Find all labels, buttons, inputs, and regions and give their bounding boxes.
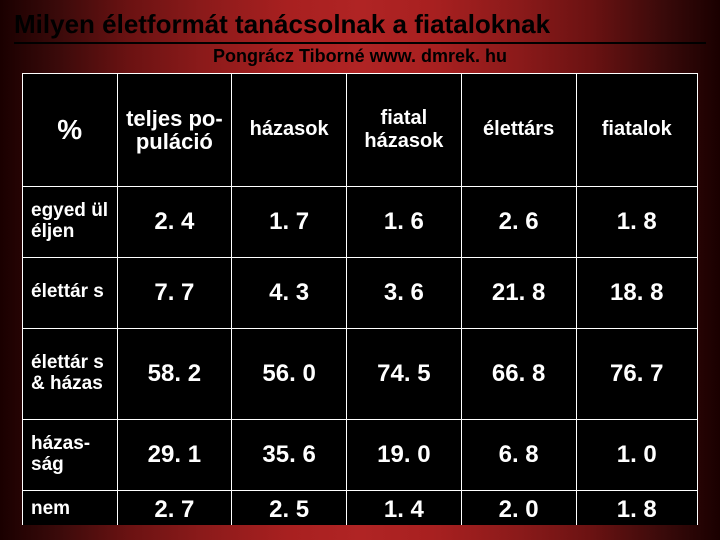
cell: 29. 1 (117, 419, 232, 490)
slide-title: Milyen életformát tanácsolnak a fiatalok… (0, 0, 720, 40)
slide-subtitle: Pongrácz Tiborné www. dmrek. hu (0, 44, 720, 73)
cell: 1. 4 (347, 490, 462, 525)
row-label: nem (23, 490, 118, 525)
col-header-elettars: élettárs (461, 73, 576, 186)
cell: 2. 7 (117, 490, 232, 525)
col-header-fiatal-hazasok: fiatal házasok (347, 73, 462, 186)
cell: 1. 8 (576, 490, 698, 525)
cell: 21. 8 (461, 257, 576, 328)
cell: 1. 8 (576, 186, 698, 257)
cell: 2. 5 (232, 490, 347, 525)
cell: 6. 8 (461, 419, 576, 490)
table-row: házas-ság 29. 1 35. 6 19. 0 6. 8 1. 0 (23, 419, 698, 490)
cell: 18. 8 (576, 257, 698, 328)
table-row: élettár s 7. 7 4. 3 3. 6 21. 8 18. 8 (23, 257, 698, 328)
cell: 1. 7 (232, 186, 347, 257)
row-label: egyed ül éljen (23, 186, 118, 257)
table-container: % teljes po-puláció házasok fiatal házas… (0, 73, 720, 525)
row-label: élettár s & házas (23, 328, 118, 419)
table-row: egyed ül éljen 2. 4 1. 7 1. 6 2. 6 1. 8 (23, 186, 698, 257)
cell: 3. 6 (347, 257, 462, 328)
data-table: % teljes po-puláció házasok fiatal házas… (22, 73, 698, 525)
col-header-percent: % (23, 73, 118, 186)
row-label: élettár s (23, 257, 118, 328)
cell: 76. 7 (576, 328, 698, 419)
cell: 7. 7 (117, 257, 232, 328)
row-label: házas-ság (23, 419, 118, 490)
cell: 56. 0 (232, 328, 347, 419)
slide: Milyen életformát tanácsolnak a fiatalok… (0, 0, 720, 540)
col-header-fiatalok: fiatalok (576, 73, 698, 186)
cell: 2. 0 (461, 490, 576, 525)
cell: 2. 4 (117, 186, 232, 257)
table-row: nem 2. 7 2. 5 1. 4 2. 0 1. 8 (23, 490, 698, 525)
table-header-row: % teljes po-puláció házasok fiatal házas… (23, 73, 698, 186)
cell: 66. 8 (461, 328, 576, 419)
cell: 35. 6 (232, 419, 347, 490)
cell: 4. 3 (232, 257, 347, 328)
cell: 74. 5 (347, 328, 462, 419)
col-header-teljes: teljes po-puláció (117, 73, 232, 186)
cell: 1. 6 (347, 186, 462, 257)
table-row: élettár s & házas 58. 2 56. 0 74. 5 66. … (23, 328, 698, 419)
col-header-hazasok: házasok (232, 73, 347, 186)
cell: 2. 6 (461, 186, 576, 257)
cell: 58. 2 (117, 328, 232, 419)
cell: 19. 0 (347, 419, 462, 490)
cell: 1. 0 (576, 419, 698, 490)
